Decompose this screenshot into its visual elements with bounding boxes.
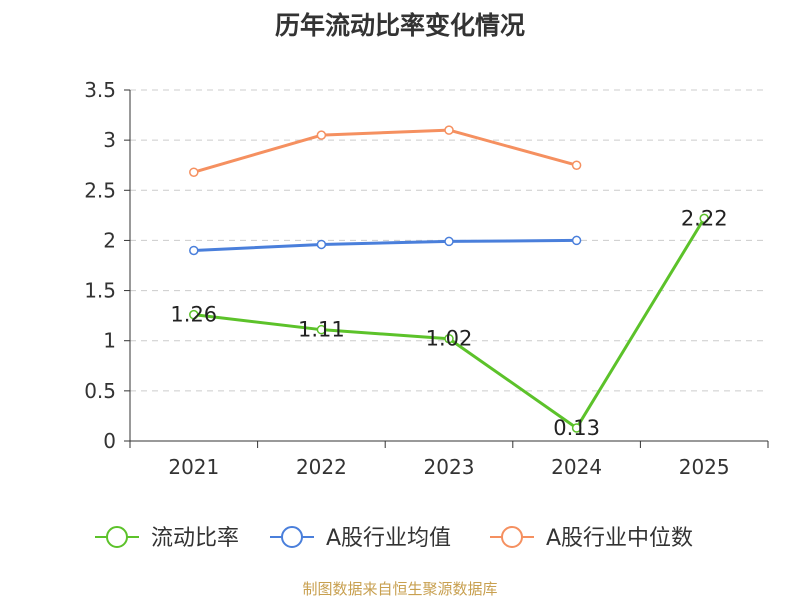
y-tick-label: 2 [103, 228, 116, 252]
data-point[interactable] [571, 423, 582, 433]
data-point[interactable] [189, 309, 199, 320]
y-tick-label: 3 [103, 128, 116, 152]
data-point[interactable] [444, 236, 454, 247]
data-point[interactable] [571, 160, 582, 170]
x-tick-label: 2023 [424, 455, 475, 479]
axes: 0 0.5 1 1.5 2 2.5 3 3.5 2021 2022 2023 2024 2025 [84, 78, 769, 479]
data-label: 0.13 [553, 416, 600, 440]
data-label: 2.22 [681, 206, 728, 230]
y-tick-label: 0 [103, 429, 116, 453]
legend-item-1[interactable]: A股行业均值 [270, 526, 451, 551]
y-tick-label: 3.5 [84, 78, 116, 102]
data-point[interactable] [316, 130, 327, 140]
data-point[interactable] [316, 239, 327, 250]
y-tick-label: 1.5 [84, 279, 116, 303]
data-point[interactable] [444, 125, 454, 135]
x-tick-label: 2021 [168, 455, 219, 479]
legend-label: 流动比率 [151, 526, 239, 551]
data-point[interactable] [699, 213, 709, 224]
legend-label: A股行业均值 [326, 526, 451, 551]
series-line-1 [193, 238, 577, 252]
legend-marker [106, 526, 128, 548]
x-tick-label: 2022 [296, 455, 347, 479]
data-label: 1.11 [298, 318, 345, 342]
x-tick-label: 2024 [551, 455, 602, 479]
series-lines [189, 125, 709, 433]
chart-title: 历年流动比率变化情况 [274, 11, 525, 40]
data-point[interactable] [189, 167, 199, 177]
y-tick-label: 0.5 [84, 379, 116, 403]
y-tick-label: 1 [103, 329, 116, 353]
data-point[interactable] [316, 324, 327, 335]
source-note: 制图数据来自恒生聚源数据库 [302, 580, 498, 598]
legend-item-2[interactable]: A股行业中位数 [490, 526, 693, 551]
series-line-0 [193, 217, 706, 430]
legend-marker [281, 526, 303, 548]
series-line-2 [193, 128, 577, 174]
legend-marker [501, 526, 523, 548]
y-tick-label: 2.5 [84, 178, 116, 202]
data-label: 1.02 [426, 327, 473, 351]
data-labels: 1.26 1.11 1.02 0.13 2.22 [170, 206, 727, 440]
data-point[interactable] [444, 333, 454, 344]
data-point[interactable] [571, 235, 582, 246]
data-label: 1.26 [170, 303, 217, 327]
legend-label: A股行业中位数 [546, 526, 693, 551]
x-tick-label: 2025 [679, 455, 730, 479]
legend[interactable]: 流动比率 A股行业均值 A股行业中位数 [95, 526, 693, 551]
legend-item-0[interactable]: 流动比率 [95, 526, 239, 551]
data-point[interactable] [189, 245, 199, 256]
